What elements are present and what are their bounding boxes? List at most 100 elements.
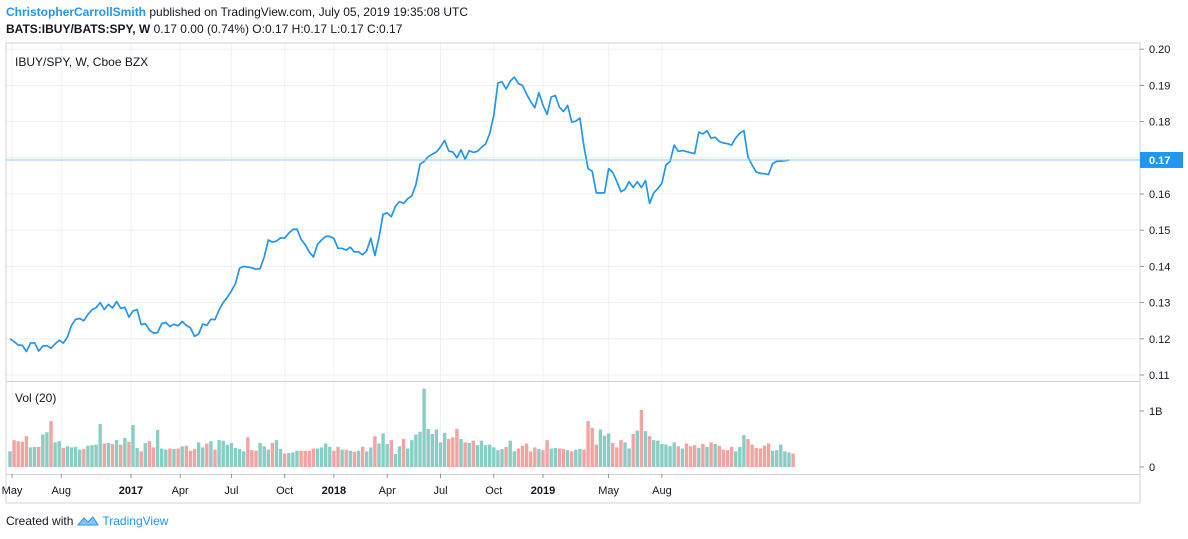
volume-bar <box>328 446 332 467</box>
volume-bar <box>635 430 639 467</box>
volume-bar <box>430 433 434 467</box>
volume-bar <box>504 446 508 467</box>
volume-bar <box>131 425 135 467</box>
volume-bar <box>574 449 578 467</box>
volume-bar <box>16 441 20 467</box>
volume-bar <box>114 440 119 467</box>
volume-bar <box>422 388 426 467</box>
author-link[interactable]: ChristopherCarrollSmith <box>6 5 147 19</box>
x-tick-label: Oct <box>276 485 293 497</box>
volume-bar <box>168 448 172 467</box>
volume-bar <box>598 429 603 467</box>
volume-bar <box>742 435 746 467</box>
price-line-group <box>6 76 1140 353</box>
volume-bar <box>762 445 767 467</box>
volume-bar <box>352 451 357 467</box>
volume-bar <box>233 447 238 467</box>
volume-bar <box>209 441 213 467</box>
volume-bar <box>553 447 557 467</box>
volume-bar <box>12 440 16 467</box>
volume-bar <box>32 446 37 467</box>
volume-bar <box>627 448 631 467</box>
volume-bar <box>45 432 49 467</box>
volume-bar <box>278 449 283 467</box>
volume-bar <box>664 444 668 467</box>
volume-bar <box>127 441 131 467</box>
volume-bar <box>340 449 344 467</box>
symbol-name: BATS:IBUY/BATS:SPY, W <box>6 22 151 36</box>
volume-bar <box>615 447 619 467</box>
volume-bar <box>266 449 270 467</box>
volume-bar <box>570 451 574 467</box>
volume-bar <box>758 448 762 467</box>
volume-bar <box>258 442 262 467</box>
volume-bar <box>496 450 500 467</box>
y-tick-label: 0.19 <box>1149 80 1170 92</box>
volume-bar <box>656 440 660 467</box>
volume-bar <box>225 444 229 467</box>
volume-bar <box>291 452 295 467</box>
volume-bar <box>414 434 418 467</box>
volume-bar <box>143 442 147 467</box>
y-tick-label: 0.15 <box>1149 225 1170 237</box>
volume-bar <box>139 451 143 467</box>
x-tick-label: May <box>2 485 23 497</box>
volume-bar <box>713 444 717 467</box>
volume-bar <box>397 446 402 467</box>
volume-bar <box>192 449 197 467</box>
footer: Created with TradingView <box>6 514 168 528</box>
volume-bar <box>315 448 320 467</box>
x-tick-label: 2019 <box>531 485 555 497</box>
volume-bar <box>578 449 582 467</box>
volume-bar <box>590 427 594 467</box>
volume-bar <box>770 450 775 467</box>
volume-bar <box>28 447 33 467</box>
tradingview-link[interactable]: TradingView <box>102 514 169 528</box>
volume-bar <box>545 440 549 467</box>
x-tick-label: 2017 <box>119 485 143 497</box>
y-tick-label: 0.12 <box>1149 334 1170 346</box>
volume-bar <box>299 450 303 467</box>
volume-bar <box>738 446 742 467</box>
volume-bar <box>639 409 644 467</box>
volume-bar <box>717 445 721 467</box>
volume-bar <box>779 444 783 467</box>
last-price-box <box>1140 151 1183 168</box>
volume-bar <box>82 449 86 467</box>
volume-bar <box>98 423 102 467</box>
volume-bar <box>463 442 467 467</box>
volume-bar <box>684 443 689 467</box>
volume-bar <box>389 440 393 467</box>
y-tick-label: 0.18 <box>1149 117 1170 129</box>
volume-bar <box>86 445 90 467</box>
vol-tick-label: 0 <box>1149 462 1155 474</box>
volume-bar <box>53 442 57 467</box>
volume-bar <box>106 442 111 467</box>
volume-bar <box>479 440 484 467</box>
volume-bar <box>147 441 152 467</box>
volume-bar <box>697 447 701 467</box>
volume-bar <box>631 433 635 467</box>
volume-bar <box>438 442 443 467</box>
volume-bar <box>475 445 480 467</box>
volume-bar <box>746 439 750 467</box>
volume-bar <box>217 440 221 467</box>
volume-bar <box>369 447 373 467</box>
volume-bar <box>201 447 205 467</box>
volume-bar <box>725 450 730 467</box>
volume-bar <box>611 442 615 467</box>
volume-bar <box>775 450 779 467</box>
tradingview-logo-icon <box>77 516 100 526</box>
publish-info: ChristopherCarrollSmith published on Tra… <box>6 5 468 19</box>
volume-bar <box>623 442 627 467</box>
volume-bar <box>549 448 553 467</box>
volume-bar <box>783 451 787 467</box>
volume-axis: 1B 0 <box>1140 406 1162 474</box>
volume-bar <box>471 440 475 467</box>
volume-bar <box>205 443 209 467</box>
volume-bar <box>500 449 504 467</box>
volume-bar <box>606 433 611 467</box>
created-with-text: Created with <box>6 514 74 528</box>
volume-bar <box>336 446 340 467</box>
